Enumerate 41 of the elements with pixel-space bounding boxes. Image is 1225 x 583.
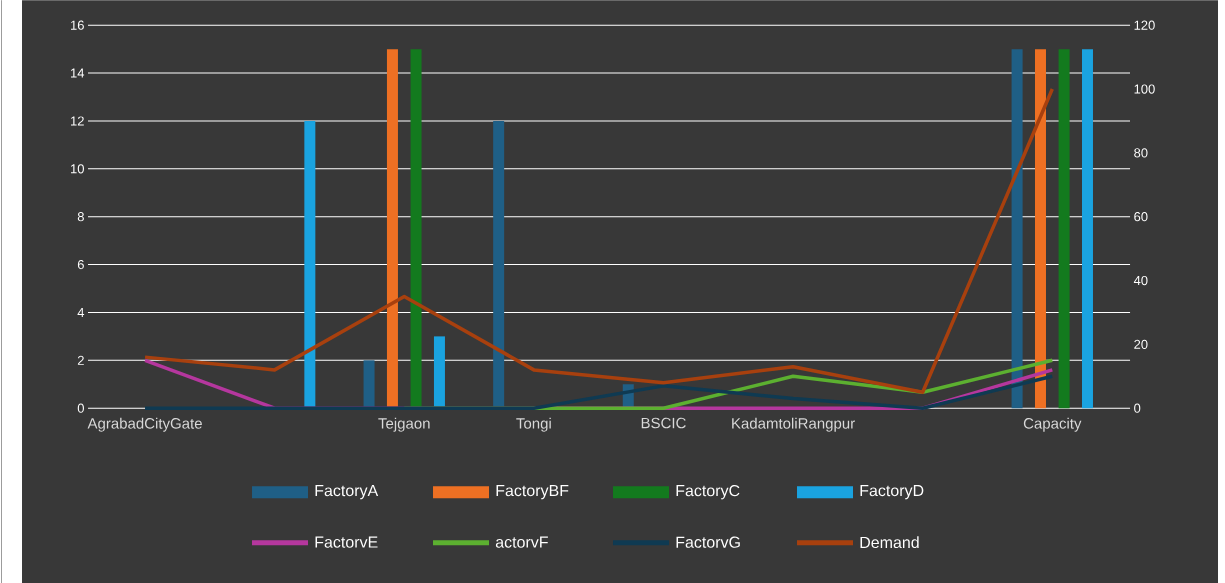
- x-tick-label: BSCIC: [641, 417, 686, 429]
- legend-label: FactoryC: [676, 484, 740, 500]
- legend-label: FactorvG: [676, 536, 740, 548]
- y-tick-label: 16: [71, 20, 84, 30]
- bar: [1034, 48, 1046, 408]
- y-tick-label: 6: [77, 259, 84, 269]
- x-tick-label: Tejgaon: [378, 417, 430, 432]
- y-tick-label: 8: [77, 211, 84, 222]
- legend-label: FactorvE: [315, 536, 378, 548]
- y-tick-label: 4: [77, 307, 85, 317]
- y-tick-label: 14: [71, 68, 85, 78]
- legend-label: FactoryD: [860, 484, 924, 500]
- y2-tick-label: 80: [1134, 148, 1148, 158]
- y2-tick-label: 60: [1134, 211, 1148, 222]
- y-tick-label: 12: [71, 116, 84, 126]
- legend-label: FactoryBF: [496, 484, 569, 500]
- line-series: [143, 87, 1055, 394]
- y-tick-label: 0: [77, 403, 84, 413]
- y2-tick-label: 120: [1134, 20, 1155, 30]
- y-tick-label: 10: [71, 164, 84, 174]
- x-tick-label: AgrabadCityGate: [87, 417, 202, 432]
- legend-label: FactoryA: [315, 484, 379, 500]
- bar: [1011, 48, 1023, 408]
- bar: [493, 120, 505, 408]
- bar: [433, 336, 445, 408]
- y2-tick-label: 40: [1133, 275, 1148, 285]
- bar: [410, 48, 422, 408]
- x-tick-label: KadamtoliRangpur: [732, 417, 855, 432]
- x-tick-label: Tongi: [516, 417, 551, 432]
- y-tick-label: 2: [77, 355, 84, 365]
- bar: [1058, 48, 1070, 408]
- y2-tick-label: 100: [1134, 84, 1155, 94]
- bar: [304, 120, 316, 408]
- y2-tick-label: 20: [1134, 339, 1148, 349]
- y2-tick-label: 0: [1134, 403, 1141, 413]
- bar: [363, 360, 375, 408]
- legend-label: actorvF: [495, 536, 548, 548]
- x-tick-label: Capacity: [1023, 417, 1082, 432]
- bar: [386, 48, 398, 408]
- bar: [1081, 48, 1093, 408]
- legend-label: Demand: [860, 536, 919, 548]
